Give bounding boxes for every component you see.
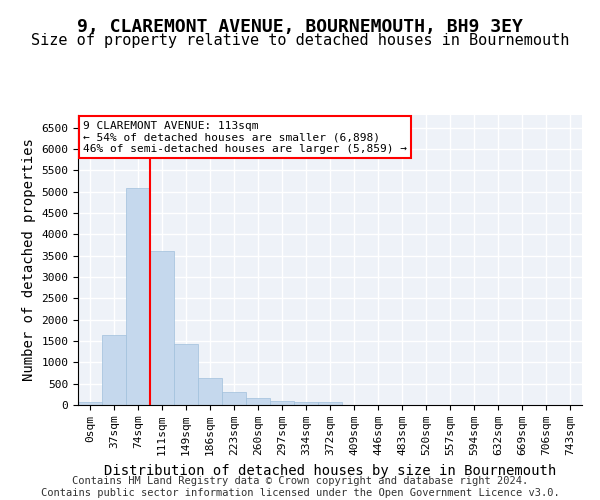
Bar [126,188,150,405]
Text: 9, CLAREMONT AVENUE, BOURNEMOUTH, BH9 3EY: 9, CLAREMONT AVENUE, BOURNEMOUTH, BH9 3E… [77,18,523,36]
Bar [270,401,294,405]
Bar [246,398,270,405]
Bar [102,334,126,405]
Bar [150,252,174,405]
Text: Size of property relative to detached houses in Bournemouth: Size of property relative to detached ho… [31,32,569,48]
Bar [318,402,342,405]
Text: 9 CLAREMONT AVENUE: 113sqm
← 54% of detached houses are smaller (6,898)
46% of s: 9 CLAREMONT AVENUE: 113sqm ← 54% of deta… [83,121,407,154]
Bar [78,402,102,405]
Y-axis label: Number of detached properties: Number of detached properties [22,138,36,382]
Bar [294,402,318,405]
X-axis label: Distribution of detached houses by size in Bournemouth: Distribution of detached houses by size … [104,464,556,477]
Bar [198,378,222,405]
Bar [222,392,246,405]
Bar [174,344,198,405]
Text: Contains HM Land Registry data © Crown copyright and database right 2024.
Contai: Contains HM Land Registry data © Crown c… [41,476,559,498]
